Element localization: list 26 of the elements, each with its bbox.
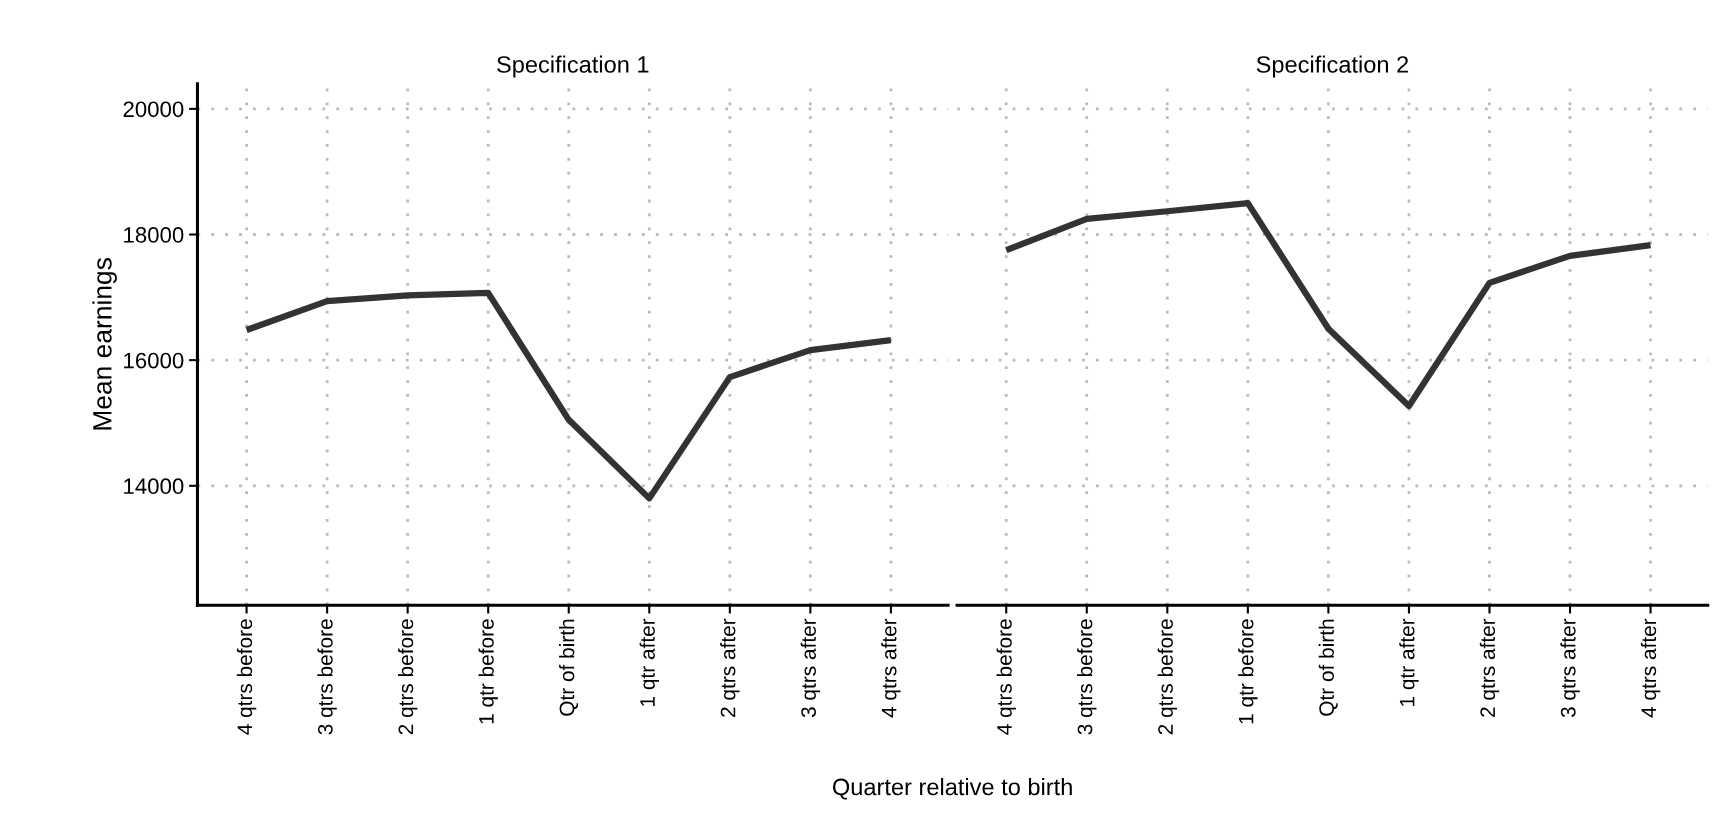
x-tick-label: 1 qtr before [1238,619,1258,724]
x-tick-label: 4 qtrs after [1640,618,1661,718]
x-tick-label: Qtr of birth [1318,619,1338,716]
x-tick-label: 3 qtrs after [1560,618,1580,718]
x-tick-label: 1 qtr after [1399,618,1419,706]
chart-title: Specification 2 [1256,55,1409,78]
x-tick-label: 4 qtrs before [236,619,257,735]
x-tick-label: 3 qtrs before [317,619,337,735]
x-tick-label: 3 qtrs before [1077,619,1097,735]
chart-title: Specification 1 [497,55,649,78]
x-tick-label: 4 qtrs after [881,618,901,718]
x-tick-label: 3 qtrs after [800,618,821,718]
y-axis-title: Mean earnings [92,258,117,430]
y-tick-label: 16000 [124,352,184,369]
x-tick-label: 2 qtrs before [1157,619,1178,735]
x-tick-label: 1 qtr before [478,619,498,724]
y-tick-label: 14000 [124,478,184,495]
x-tick-label: 2 qtrs after [720,618,740,717]
x-tick-label: 4 qtrs before [996,619,1016,735]
x-tick-label: 1 qtr after [639,618,659,706]
y-tick-label: 18000 [124,227,184,243]
x-tick-label: 2 qtrs after [1479,618,1500,717]
x-tick-label: Qtr of birth [559,619,579,716]
y-tick-label: 20000 [123,101,184,118]
x-tick-label: 2 qtrs before [397,619,418,735]
x-axis-title: Quarter relative to birth [833,777,1072,800]
